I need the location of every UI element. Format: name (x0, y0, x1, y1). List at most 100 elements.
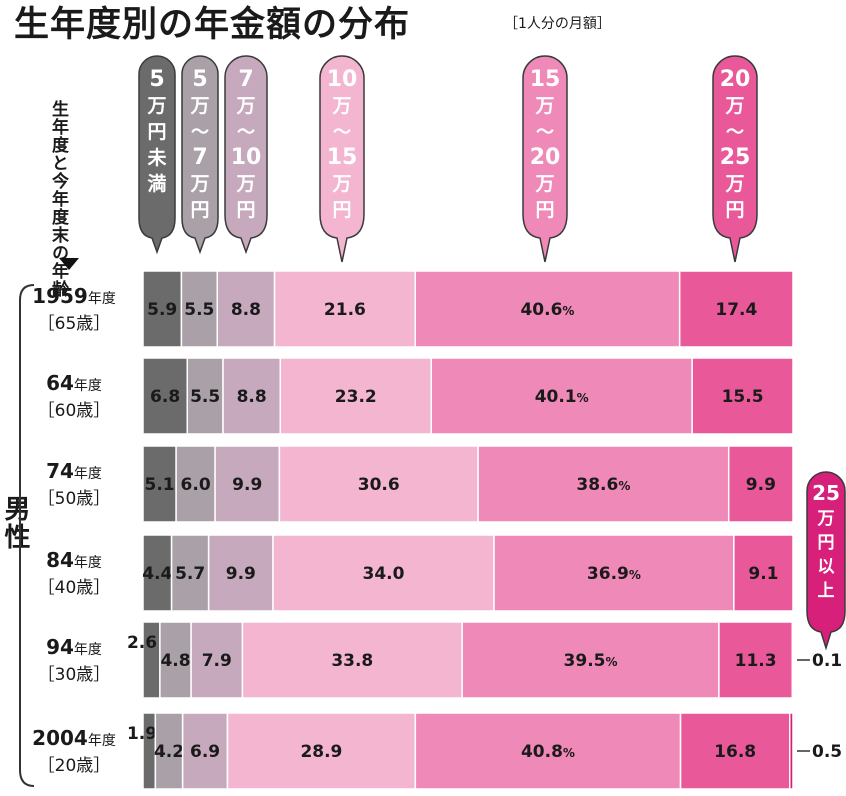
data-label: 7.9 (202, 651, 232, 671)
data-label: 36.9% (587, 564, 641, 584)
legend-bubble-text: 万 (534, 173, 554, 195)
data-label-value: 7.9 (202, 651, 232, 671)
data-label: 9.9 (232, 475, 262, 495)
caption-arrow-icon (59, 258, 79, 270)
row-year-suffix: 年度 (73, 642, 102, 658)
bar-segment (789, 712, 794, 790)
bar-segment (679, 712, 791, 790)
percent-sign: % (605, 655, 617, 669)
bar-segment (461, 621, 720, 699)
legend-bubble-text: ～ (191, 122, 209, 143)
legend-bubble-text: 万 (235, 95, 255, 117)
bar-segment (216, 270, 276, 348)
bar-segment (678, 270, 794, 348)
legend-bubble: 10 万 ～15 万円 (319, 55, 365, 263)
legend-bubble-text: 万 (331, 173, 351, 195)
row-year-suffix: 年度 (87, 291, 116, 307)
legend-bubble-text: 25 (812, 481, 840, 505)
legend-bubble-shape (319, 55, 365, 263)
legend-bubble-text: ～ (237, 122, 255, 143)
legend-bubble: 15 万 ～20 万円 (522, 55, 568, 263)
row-year: 74年度 (8, 458, 140, 487)
bar-segment (733, 534, 794, 612)
data-label: 30.6 (358, 475, 400, 495)
legend-bubble-text: 満 (147, 173, 166, 195)
legend-bubble-text: 円 (236, 199, 255, 221)
data-label-value: 40.8 (521, 742, 563, 762)
legend-bubble-shape (522, 55, 568, 263)
data-label-value: 6.0 (181, 475, 211, 495)
data-label-value: 28.9 (300, 742, 342, 762)
legend-bubble-text: 万 (817, 509, 835, 529)
data-label-value: 40.1 (535, 387, 577, 407)
data-label: 33.8 (331, 651, 373, 671)
row-year-suffix: 年度 (73, 466, 102, 482)
data-label-value: 11.3 (735, 651, 777, 671)
data-label: 6.0 (181, 475, 211, 495)
row-year: 64年度 (8, 370, 140, 399)
data-label-over25: 0.5 (812, 742, 842, 762)
bar-segment (727, 445, 794, 523)
legend-bubble-text: 10 (231, 145, 262, 170)
bar-row: 4.4 5.7 9.9 34.0 36.9% 9.1 (142, 534, 794, 612)
data-label-value: 23.2 (335, 387, 377, 407)
data-label-value: 30.6 (358, 475, 400, 495)
bar-segment (272, 534, 495, 612)
percent-sign: % (618, 479, 630, 493)
legend-bubble: 20 万 ～25 万円 (712, 55, 758, 263)
bar-segment (791, 621, 794, 699)
bar-segment (279, 357, 432, 435)
data-label: 28.9 (300, 742, 342, 762)
legend-bubble: 7 万 ～10 万円 (224, 55, 268, 255)
data-label-value: 5.7 (175, 564, 205, 584)
bar-segment (430, 357, 693, 435)
data-label: 8.8 (237, 387, 267, 407)
row-age: ［20歳］ (37, 756, 111, 776)
row-year-number: 94 (46, 635, 74, 659)
data-label-value: 39.5 (564, 651, 606, 671)
data-label: 4.4 (142, 564, 172, 584)
row-year: 1959年度 (8, 283, 140, 312)
data-label: 40.8% (521, 742, 575, 762)
legend-bubble-shape (181, 55, 219, 255)
data-label-value: 4.8 (160, 651, 190, 671)
row-year-number: 64 (46, 371, 74, 395)
legend-bubble-text: 円 (818, 533, 835, 553)
data-label: 5.7 (175, 564, 205, 584)
data-label: 38.6% (576, 475, 630, 495)
row-label: 94年度 ［30歳］ (8, 634, 140, 687)
legend-bubble-text: 20 (720, 67, 751, 92)
data-label: 39.5% (564, 651, 618, 671)
data-label-value: 38.6 (576, 475, 618, 495)
legend-bubble-shape (806, 471, 846, 651)
group-bracket (19, 284, 35, 787)
percent-sign: % (577, 391, 589, 405)
bar-segment (180, 270, 218, 348)
row-year: 94年度 (8, 634, 140, 663)
bar-row: 2.64.8 7.9 33.8 39.5% 11.3 (127, 621, 794, 699)
bar-row: 5.1 6.0 9.9 30.6 38.6% 9.9 (142, 445, 794, 523)
legend-bubble-text: ～ (726, 122, 744, 143)
data-label-over25: 0.1 (812, 651, 842, 671)
legend-bubble: 5 万 ～7 万円 (181, 55, 219, 255)
legend-bubble-text: 万 (724, 173, 744, 195)
data-label-value: 1.9 (127, 724, 157, 744)
row-year-suffix: 年度 (73, 378, 102, 394)
row-label: 84年度 ［40歳］ (8, 547, 140, 600)
legend-bubble-text: 万 (331, 95, 351, 117)
data-label-value: 33.8 (331, 651, 373, 671)
row-year: 2004年度 (8, 725, 140, 754)
data-label-value: 9.1 (748, 564, 778, 584)
row-year-number: 84 (46, 548, 74, 572)
bar-segment (190, 621, 244, 699)
bar-segment (226, 712, 417, 790)
data-label-value: 36.9 (587, 564, 629, 584)
legend-bubble-text: 15 (530, 67, 561, 92)
legend-bubble-text: 5 (149, 67, 164, 92)
data-label: 9.1 (748, 564, 778, 584)
row-year-number: 2004 (32, 726, 88, 750)
data-label-value: 21.6 (324, 300, 366, 320)
row-year-number: 74 (46, 459, 74, 483)
